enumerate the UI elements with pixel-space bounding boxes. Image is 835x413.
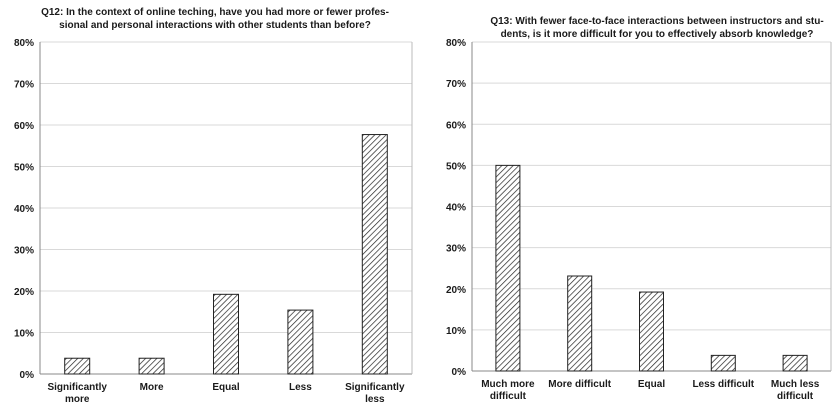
chart1-category-label: Less — [289, 382, 312, 393]
chart2-y-tick-label: 40% — [446, 203, 466, 214]
chart1-y-tick-label: 70% — [14, 80, 34, 91]
chart2-y-tick-label: 70% — [446, 79, 466, 90]
chart1-bar — [64, 357, 91, 375]
chart1-category-label: Significantly — [345, 382, 405, 393]
chart2-bar — [567, 275, 593, 372]
chart2-bar — [639, 291, 664, 372]
chart1-category-label: less — [365, 394, 385, 405]
chart1-title-line: sional and personal interactions with ot… — [59, 20, 371, 31]
chart-q13-svg: Q13: With fewer face-to-face interaction… — [446, 16, 832, 402]
chart2-y-tick-label: 80% — [446, 38, 466, 49]
chart2-y-tick-label: 10% — [446, 326, 466, 337]
chart2-category-label: Equal — [638, 379, 665, 390]
chart2-y-tick-label: 30% — [446, 244, 466, 255]
chart1-y-tick-label: 0% — [20, 370, 35, 381]
chart2-category-label: More difficult — [548, 379, 611, 390]
chart2-category-label: difficult — [490, 391, 527, 402]
chart1-bar — [287, 309, 314, 375]
chart1-y-tick-label: 10% — [14, 329, 34, 340]
chart1-category-label: Significantly — [47, 382, 107, 393]
chart2-title-line: Q13: With fewer face-to-face interaction… — [490, 16, 823, 27]
chart2-y-tick-label: 60% — [446, 120, 466, 131]
chart2-category-label: difficult — [777, 391, 814, 402]
chart1-bar — [213, 293, 239, 375]
chart2-category-label: Much less — [771, 379, 820, 390]
chart1-y-tick-label: 40% — [14, 204, 34, 215]
chart1-bar — [138, 357, 165, 375]
chart2-category-label: Less difficult — [692, 379, 754, 390]
chart2-bar — [710, 354, 736, 372]
chart1-y-tick-label: 20% — [14, 287, 34, 298]
chart2-category-label: Much more — [481, 379, 535, 390]
chart2-title-line: dents, is it more difficult for you to e… — [501, 29, 814, 40]
chart-q12-svg: Q12: In the context of online teching, h… — [14, 7, 413, 405]
chart1-y-tick-label: 50% — [14, 163, 34, 174]
chart-q12: Q12: In the context of online teching, h… — [0, 0, 418, 408]
chart2-y-tick-label: 0% — [452, 367, 467, 378]
chart-q13: Q13: With fewer face-to-face interaction… — [418, 0, 835, 408]
chart1-title-line: Q12: In the context of online teching, h… — [41, 7, 389, 18]
chart1-bar — [361, 134, 388, 375]
chart2-bar — [782, 354, 808, 372]
chart1-category-label: More — [140, 382, 164, 393]
chart1-y-tick-label: 30% — [14, 246, 34, 257]
chart2-y-tick-label: 50% — [446, 161, 466, 172]
chart1-y-tick-label: 80% — [14, 38, 34, 49]
chart1-category-label: more — [65, 394, 90, 405]
chart1-y-tick-label: 60% — [14, 121, 34, 132]
chart2-y-tick-label: 20% — [446, 285, 466, 296]
chart2-bar — [495, 164, 521, 372]
chart1-category-label: Equal — [212, 382, 239, 393]
